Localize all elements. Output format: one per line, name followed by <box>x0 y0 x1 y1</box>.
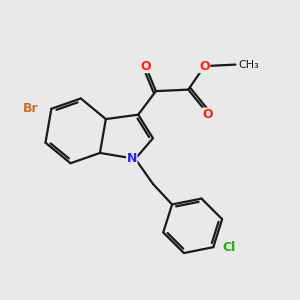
Text: Cl: Cl <box>222 241 236 254</box>
Text: Br: Br <box>22 102 38 115</box>
Text: CH₃: CH₃ <box>238 60 259 70</box>
Text: O: O <box>140 60 151 73</box>
Text: O: O <box>199 60 210 73</box>
Text: O: O <box>202 108 213 121</box>
Text: N: N <box>127 152 137 165</box>
